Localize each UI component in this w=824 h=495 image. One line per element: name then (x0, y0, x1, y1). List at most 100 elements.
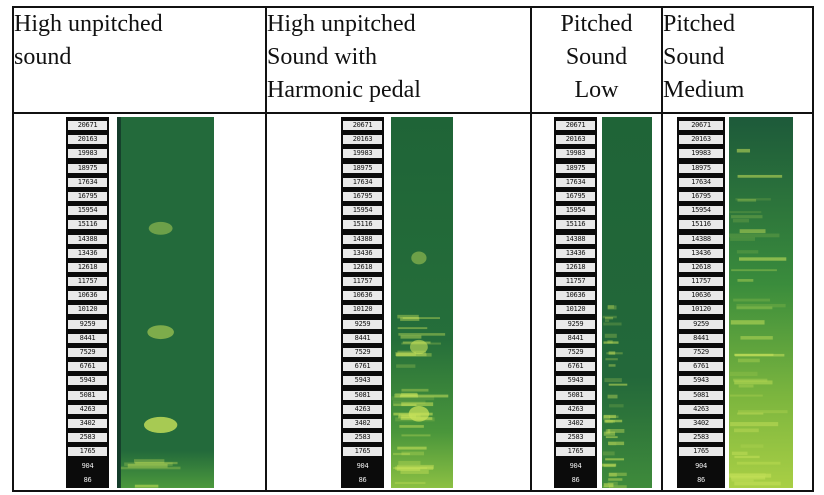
harmonic-streak (731, 451, 748, 455)
harmonic-streak (608, 478, 623, 481)
spectrogram-background (729, 117, 793, 488)
frequency-tick-label: 20163 (556, 135, 595, 145)
bright-spot (409, 339, 428, 355)
frequency-axis: 20671 20163 19983 18975 17634 16795 15954 15116… (341, 117, 384, 488)
harmonic-streak (396, 364, 416, 368)
harmonic-streak (739, 229, 766, 234)
frequency-tick-label: 20671 (556, 121, 595, 130)
bright-spot (143, 416, 178, 433)
frequency-tick-label: 904 (556, 461, 595, 471)
frequency-tick-label: 12618 (556, 262, 595, 272)
frequency-tick-label: 18975 (556, 163, 595, 173)
frequency-tick-label: 14388 (679, 234, 723, 244)
frequency-tick-label: 10120 (556, 305, 595, 315)
frequency-tick-label: 1765 (679, 447, 723, 457)
harmonic-streak (734, 428, 759, 433)
harmonic-streak (607, 304, 614, 309)
harmonic-streak (402, 317, 440, 319)
harmonic-streak (729, 472, 766, 477)
harmonic-streak (397, 415, 413, 419)
frequency-tick-label: 9259 (68, 319, 107, 329)
harmonic-streak (397, 350, 426, 354)
harmonic-streak (607, 340, 613, 344)
spectrogram-texture (391, 117, 453, 488)
frequency-tick-label: 12618 (679, 262, 723, 272)
frequency-tick-label: 20671 (68, 121, 107, 130)
frequency-tick-label: 14388 (343, 234, 382, 244)
harmonic-streak (397, 464, 434, 469)
harmonic-streak (401, 414, 417, 419)
frequency-tick-label: 7529 (343, 348, 382, 357)
harmonic-streak (393, 403, 417, 407)
harmonic-streak (608, 351, 616, 355)
frequency-tick-label: 6761 (68, 362, 107, 372)
harmonic-streak (608, 472, 617, 477)
frequency-tick-label: 6761 (556, 362, 595, 372)
header-harmonic-pedal: High unpitched Sound with Harmonic pedal (265, 6, 532, 114)
harmonic-streak (401, 451, 425, 456)
frequency-tick-label: 10636 (68, 291, 107, 301)
harmonic-streak (734, 380, 773, 385)
frequency-tick-label: 15116 (343, 220, 382, 230)
spectrogram-texture (602, 117, 652, 488)
frequency-tick-label: 13436 (556, 248, 595, 258)
frequency-tick-label: 11757 (556, 277, 595, 287)
frequency-tick-label: 5943 (68, 376, 107, 386)
frequency-tick-label: 17634 (68, 177, 107, 187)
bright-spot (411, 251, 427, 265)
header-pitched-low: Pitched Sound Low (530, 6, 663, 114)
harmonic-streak (734, 455, 760, 459)
frequency-tick-label: 7529 (556, 348, 595, 357)
header-line: Pitched (663, 11, 735, 37)
spectrogram-image (602, 117, 652, 488)
frequency-tick-label: 15954 (556, 206, 595, 216)
harmonic-streak (602, 315, 617, 319)
harmonic-streak (737, 198, 757, 202)
frequency-tick-label: 17634 (679, 177, 723, 187)
harmonic-streak (729, 233, 780, 238)
frequency-tick-label: 2583 (556, 433, 595, 443)
frequency-tick-label: 8441 (68, 333, 107, 343)
frequency-tick-label: 11757 (679, 277, 723, 287)
frequency-tick-label: 6761 (679, 362, 723, 372)
frequency-tick-label: 15954 (679, 206, 723, 216)
harmonic-streak (602, 463, 617, 467)
frequency-tick-label: 15116 (556, 220, 595, 230)
frequency-tick-label: 904 (68, 461, 107, 471)
header-line: Sound (565, 44, 628, 70)
harmonic-streak (735, 353, 785, 357)
harmonic-streak (395, 466, 434, 470)
harmonic-streak (604, 316, 614, 320)
frequency-tick-label: 86 (556, 475, 595, 485)
harmonic-streak (730, 394, 763, 397)
frequency-tick-label: 17634 (556, 177, 595, 187)
frequency-tick-label: 18975 (679, 163, 723, 173)
frequency-tick-label: 20671 (343, 121, 382, 130)
harmonic-streak (395, 352, 416, 356)
frequency-tick-label: 10636 (556, 291, 595, 301)
harmonic-streak (736, 250, 759, 254)
cell-high-unpitched: 20671 20163 19983 18975 17634 16795 15954 15116… (12, 112, 267, 492)
spectrogram-texture (117, 117, 214, 488)
harmonic-streak (605, 358, 618, 361)
harmonic-streak (738, 257, 787, 261)
spectrogram-image (117, 117, 214, 488)
header-line: High unpitched (14, 11, 163, 37)
spectrogram-background (391, 117, 453, 488)
harmonic-streak (730, 320, 765, 325)
harmonic-streak (740, 444, 764, 448)
frequency-tick-label: 2583 (679, 433, 723, 443)
harmonic-streak (729, 473, 772, 478)
frequency-tick-label: 8441 (556, 333, 595, 343)
harmonic-streak (730, 422, 779, 427)
spectrogram-comparison-table: High unpitched sound High unpitched Soun… (12, 6, 814, 492)
harmonic-streak (400, 317, 420, 321)
harmonic-streak (396, 468, 421, 471)
bright-spot (147, 325, 174, 340)
frequency-tick-label: 14388 (68, 234, 107, 244)
frequency-tick-label: 904 (343, 461, 382, 471)
harmonic-streak (605, 429, 611, 434)
harmonic-streak (603, 431, 616, 436)
frequency-tick-label: 5081 (556, 390, 595, 400)
header-high-unpitched: High unpitched sound (12, 6, 267, 114)
